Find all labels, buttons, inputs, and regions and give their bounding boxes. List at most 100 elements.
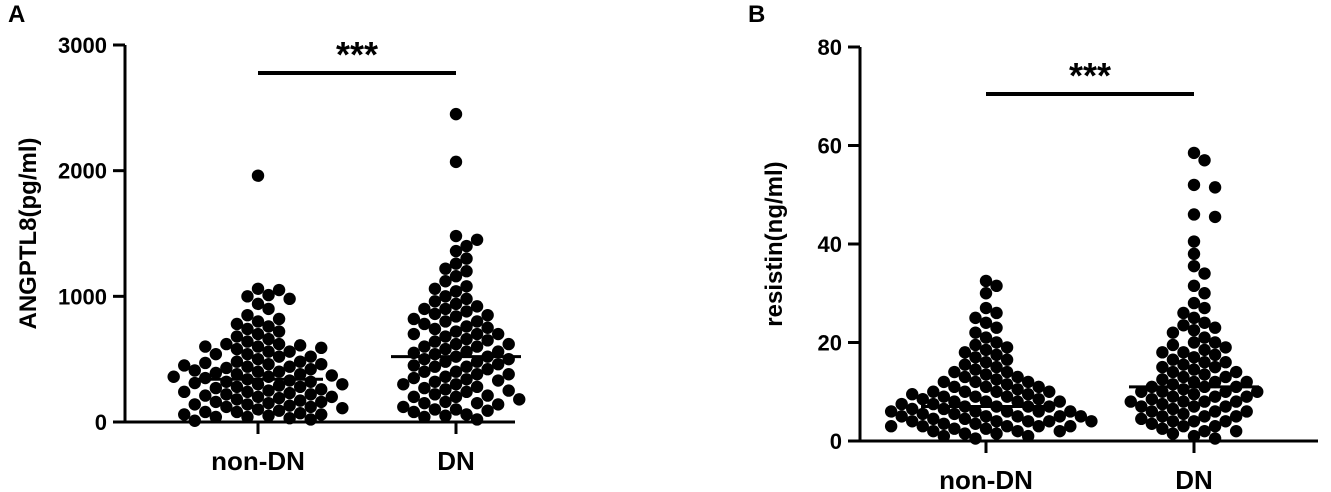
data-point: [293, 394, 307, 407]
data-point: [428, 375, 442, 388]
data-point: [272, 337, 286, 351]
data-point: [969, 432, 982, 445]
data-point: [491, 357, 505, 371]
data-point: [1187, 259, 1201, 273]
data-point: [1135, 400, 1148, 413]
data-point: [439, 275, 452, 288]
data-point: [502, 368, 515, 381]
data-point: [449, 378, 463, 391]
data-point: [927, 424, 940, 438]
data-point: [1219, 341, 1232, 354]
data-point: [937, 390, 951, 403]
data-point: [220, 375, 233, 388]
data-point: [230, 380, 244, 394]
data-point: [470, 368, 484, 381]
data-point: [990, 321, 1003, 334]
data-point: [916, 420, 929, 433]
data-point: [1198, 267, 1211, 280]
data-point: [428, 403, 442, 416]
data-point: [990, 373, 1003, 386]
data-point: [460, 252, 473, 265]
data-point: [1166, 365, 1180, 379]
data-point: [304, 363, 317, 376]
data-point: [969, 405, 982, 418]
data-point: [969, 338, 982, 352]
data-point: [460, 305, 473, 318]
data-point: [948, 422, 961, 435]
data-point: [1156, 373, 1169, 386]
data-point: [428, 335, 442, 348]
data-point: [241, 360, 254, 373]
data-point: [407, 371, 421, 385]
data-point: [251, 365, 265, 378]
data-point: [470, 413, 484, 426]
data-point: [1177, 319, 1190, 332]
data-point: [272, 404, 286, 417]
data-point: [460, 265, 473, 278]
data-point: [481, 321, 494, 334]
data-point: [1000, 405, 1014, 418]
data-point: [439, 315, 452, 328]
data-point: [439, 262, 452, 275]
data-point: [1032, 420, 1045, 433]
data-point: [1000, 420, 1014, 433]
data-point: [439, 383, 452, 396]
data-point: [460, 385, 473, 399]
data-point: [1208, 321, 1222, 334]
data-point: [990, 427, 1003, 440]
data-point: [470, 233, 484, 246]
data-point: [407, 327, 421, 341]
data-point: [979, 301, 993, 315]
data-point: [262, 396, 275, 410]
panel-a: A 0 1000 2000 3000 non-DN DN ANGPTL8(pg/ml) ***: [8, 1, 526, 476]
data-point: [241, 347, 254, 361]
data-point: [439, 370, 452, 383]
data-point: [1198, 154, 1211, 167]
data-point: [958, 346, 972, 359]
data-point: [262, 357, 275, 371]
data-point: [969, 326, 982, 339]
data-point: [315, 395, 328, 409]
data-point: [1177, 383, 1190, 396]
data-point: [428, 282, 442, 295]
data-point: [895, 397, 908, 411]
data-point: [1208, 360, 1222, 374]
y-tick-label: 80: [818, 35, 842, 60]
data-point: [230, 405, 244, 419]
data-point: [220, 337, 233, 351]
data-point: [1166, 402, 1180, 416]
data-point: [990, 348, 1003, 362]
data-point: [251, 352, 265, 366]
data-point: [272, 365, 286, 378]
data-point: [251, 378, 265, 391]
data-point: [1198, 301, 1211, 315]
data-point: [1219, 370, 1232, 384]
y-tick-label: 0: [830, 429, 842, 454]
data-point: [1198, 368, 1211, 381]
data-point: [220, 400, 233, 414]
data-point: [895, 410, 908, 423]
data-point: [397, 378, 410, 391]
data-point: [969, 390, 982, 403]
significance-label: ***: [336, 34, 378, 75]
data-point: [449, 285, 463, 298]
data-point: [1208, 432, 1222, 445]
data-point: [937, 429, 951, 443]
data-point: [979, 356, 993, 369]
data-point: [1074, 410, 1088, 423]
data-point: [491, 374, 505, 387]
data-point: [502, 352, 515, 366]
data-point: [439, 330, 452, 343]
x-category-label: non-DN: [939, 465, 1033, 492]
data-point: [283, 399, 296, 412]
data-point: [969, 351, 982, 364]
data-point: [979, 316, 993, 329]
data-point: [418, 352, 431, 366]
data-point: [969, 417, 982, 430]
data-point: [1187, 415, 1201, 428]
data-point: [449, 310, 463, 323]
data-point: [958, 358, 972, 371]
data-point: [315, 408, 328, 421]
data-point: [990, 336, 1003, 349]
data-point: [1187, 311, 1201, 325]
